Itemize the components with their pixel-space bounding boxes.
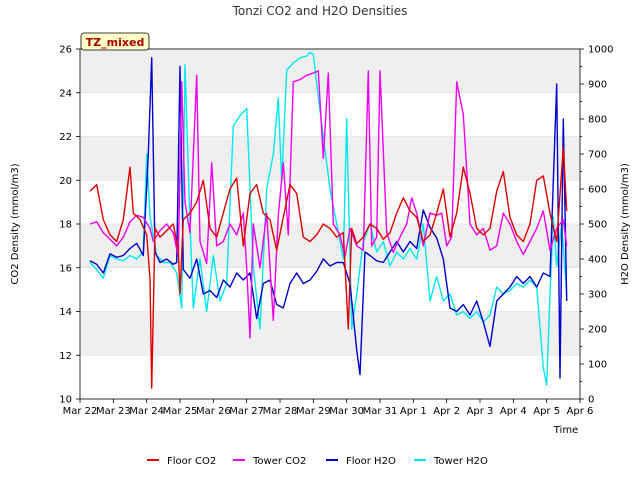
x-tick-label: Apr 3 (467, 406, 494, 417)
x-tick-label: Mar 30 (329, 406, 364, 417)
y-left-tick-label: 26 (59, 45, 72, 56)
series-line-tower-h2o (89, 51, 568, 386)
background-band (80, 311, 580, 356)
y-right-tick-label: 1000 (588, 45, 613, 56)
legend-label: Floor CO2 (167, 456, 216, 467)
y-right-tick-label: 300 (588, 290, 607, 301)
series-line-floor-h2o (89, 57, 568, 379)
x-tick-label: Apr 5 (533, 406, 560, 417)
y-left-tick-label: 24 (59, 88, 72, 99)
y-right-tick-label: 500 (588, 220, 607, 231)
y-right-axis-label: H2O Density (mmol/m3) (620, 163, 631, 285)
legend-label: Tower CO2 (252, 456, 306, 467)
y-left-tick-label: 22 (59, 132, 72, 143)
y-right-tick-label: 100 (588, 360, 607, 371)
x-tick-label: Mar 29 (296, 406, 331, 417)
badge-box (80, 32, 150, 51)
x-tick-label: Apr 2 (433, 406, 460, 417)
x-tick-label: Apr 6 (567, 406, 594, 417)
x-tick-label: Mar 31 (363, 406, 398, 417)
y-right-tick-label: 800 (588, 115, 607, 126)
x-tick-label: Mar 28 (263, 406, 298, 417)
x-tick-label: Apr 1 (400, 406, 427, 417)
y-left-tick-label: 14 (59, 307, 72, 318)
legend-label: Floor H2O (346, 456, 396, 467)
y-left-tick-label: 10 (59, 395, 72, 406)
y-left-tick-label: 16 (59, 263, 72, 274)
y-right-tick-label: 700 (588, 150, 607, 161)
x-tick-label: Mar 27 (229, 406, 264, 417)
x-tick-label: Mar 22 (63, 406, 98, 417)
series-layer (89, 51, 568, 389)
background-band (80, 49, 580, 93)
badge-label: TZ_mixed (86, 36, 145, 49)
x-tick-label: Mar 25 (163, 406, 198, 417)
badge: TZ_mixed (80, 32, 150, 51)
y-left-tick-label: 20 (59, 176, 72, 187)
y-right-tick-label: 200 (588, 325, 607, 336)
x-tick-label: Mar 24 (129, 406, 164, 417)
y-right-tick-label: 900 (588, 80, 607, 91)
legend: Floor CO2 Tower CO2 Floor H2O Tower H2O (147, 456, 488, 467)
y-right-tick-label: 600 (588, 185, 607, 196)
x-tick-label: Apr 4 (500, 406, 527, 417)
series-line-floor-co2 (89, 146, 568, 389)
y-left-ticks: 10 12 14 16 18 20 22 24 26 (59, 45, 80, 406)
x-axis-label: Time (553, 425, 578, 436)
series-line-tower-co2 (89, 70, 568, 339)
y-left-tick-label: 18 (59, 220, 72, 231)
bands-layer (80, 49, 580, 356)
y-left-tick-label: 12 (59, 351, 72, 362)
y-right-tick-label: 0 (588, 395, 594, 406)
y-right-ticks: 0 100 200 300 400 500 600 700 800 900 1000 (580, 45, 613, 406)
y-left-axis-label: CO2 Density (mmol/m3) (10, 163, 21, 284)
y-right-tick-label: 400 (588, 255, 607, 266)
legend-label: Tower H2O (433, 456, 488, 467)
x-tick-label: Mar 23 (96, 406, 131, 417)
x-tick-label: Mar 26 (196, 406, 231, 417)
chart-title: Tonzi CO2 and H2O Densities (232, 4, 408, 18)
